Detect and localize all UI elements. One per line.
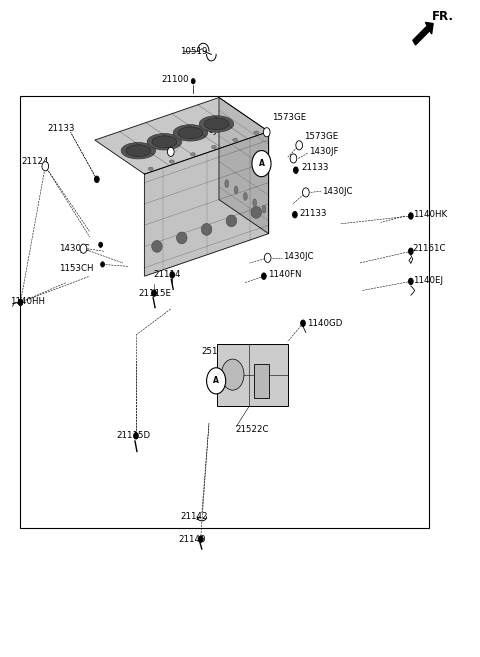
Ellipse shape — [225, 180, 228, 188]
Circle shape — [408, 278, 413, 284]
Text: 21161C: 21161C — [413, 244, 446, 253]
Bar — [217, 344, 288, 406]
Ellipse shape — [243, 193, 247, 200]
Text: 21100: 21100 — [162, 76, 189, 84]
Ellipse shape — [253, 199, 257, 207]
Circle shape — [264, 127, 270, 137]
Text: 1430JC: 1430JC — [322, 187, 353, 196]
Text: 1430JC: 1430JC — [283, 252, 313, 261]
Text: 1573GE: 1573GE — [272, 114, 306, 122]
Text: A: A — [259, 159, 264, 168]
Text: 1430JF: 1430JF — [309, 147, 339, 156]
Circle shape — [292, 212, 297, 218]
Text: 21522C: 21522C — [235, 425, 269, 434]
Text: 21124: 21124 — [22, 157, 49, 166]
Ellipse shape — [234, 186, 238, 194]
Circle shape — [42, 162, 48, 171]
Ellipse shape — [262, 205, 266, 213]
Circle shape — [133, 432, 138, 439]
Text: 1140EJ: 1140EJ — [413, 275, 443, 284]
Bar — [21, 97, 429, 528]
Text: 1140HK: 1140HK — [413, 210, 447, 219]
Text: 21133: 21133 — [301, 163, 329, 172]
Text: A: A — [213, 376, 219, 386]
Circle shape — [262, 273, 266, 279]
Circle shape — [252, 150, 271, 177]
Text: 1430JF: 1430JF — [192, 125, 222, 135]
Text: 10519: 10519 — [180, 47, 208, 56]
Polygon shape — [95, 97, 269, 174]
Circle shape — [408, 248, 413, 254]
Text: 1573GE: 1573GE — [304, 132, 339, 141]
Text: 21115E: 21115E — [139, 288, 172, 298]
Text: FR.: FR. — [432, 10, 455, 23]
Circle shape — [302, 188, 309, 197]
Ellipse shape — [177, 232, 187, 244]
Circle shape — [101, 261, 105, 267]
Ellipse shape — [152, 136, 177, 148]
Ellipse shape — [201, 223, 212, 235]
Ellipse shape — [199, 116, 234, 132]
Text: 1140GD: 1140GD — [307, 319, 342, 328]
Text: 21140: 21140 — [178, 535, 205, 543]
Circle shape — [168, 147, 174, 156]
Polygon shape — [144, 131, 269, 276]
Circle shape — [80, 244, 87, 253]
Ellipse shape — [204, 118, 229, 130]
Circle shape — [152, 290, 156, 296]
Ellipse shape — [251, 206, 262, 218]
Circle shape — [296, 141, 302, 150]
Text: 21115D: 21115D — [116, 431, 150, 440]
FancyArrow shape — [413, 22, 433, 45]
Text: 21119B: 21119B — [254, 363, 288, 373]
Circle shape — [264, 253, 271, 262]
Text: 21142: 21142 — [180, 512, 208, 522]
Ellipse shape — [178, 127, 203, 139]
Text: 1140HH: 1140HH — [10, 296, 45, 306]
Ellipse shape — [233, 138, 238, 141]
Circle shape — [408, 213, 413, 219]
Circle shape — [170, 271, 175, 278]
Circle shape — [206, 368, 226, 394]
Text: 25124D: 25124D — [201, 347, 235, 356]
Circle shape — [293, 167, 298, 173]
Ellipse shape — [254, 131, 259, 134]
Polygon shape — [219, 97, 269, 234]
Text: 21114: 21114 — [153, 270, 180, 279]
Ellipse shape — [173, 125, 208, 141]
Circle shape — [18, 299, 23, 306]
Ellipse shape — [126, 145, 151, 156]
Ellipse shape — [191, 152, 195, 156]
Bar — [254, 364, 269, 398]
Ellipse shape — [212, 145, 216, 148]
Circle shape — [290, 154, 297, 163]
Ellipse shape — [147, 133, 181, 150]
Text: 21133: 21133 — [300, 209, 327, 218]
Circle shape — [95, 176, 99, 183]
Circle shape — [300, 320, 305, 327]
Text: 1153CH: 1153CH — [59, 264, 93, 273]
Circle shape — [221, 359, 244, 390]
Ellipse shape — [121, 143, 156, 159]
Text: 21133: 21133 — [48, 124, 75, 133]
Circle shape — [192, 79, 195, 84]
Ellipse shape — [152, 240, 162, 252]
Circle shape — [99, 242, 103, 248]
Circle shape — [199, 536, 203, 543]
Ellipse shape — [148, 167, 153, 170]
Text: 1430JC: 1430JC — [59, 244, 89, 253]
Ellipse shape — [169, 160, 174, 163]
Ellipse shape — [226, 215, 237, 227]
Text: 1140FN: 1140FN — [268, 270, 301, 279]
